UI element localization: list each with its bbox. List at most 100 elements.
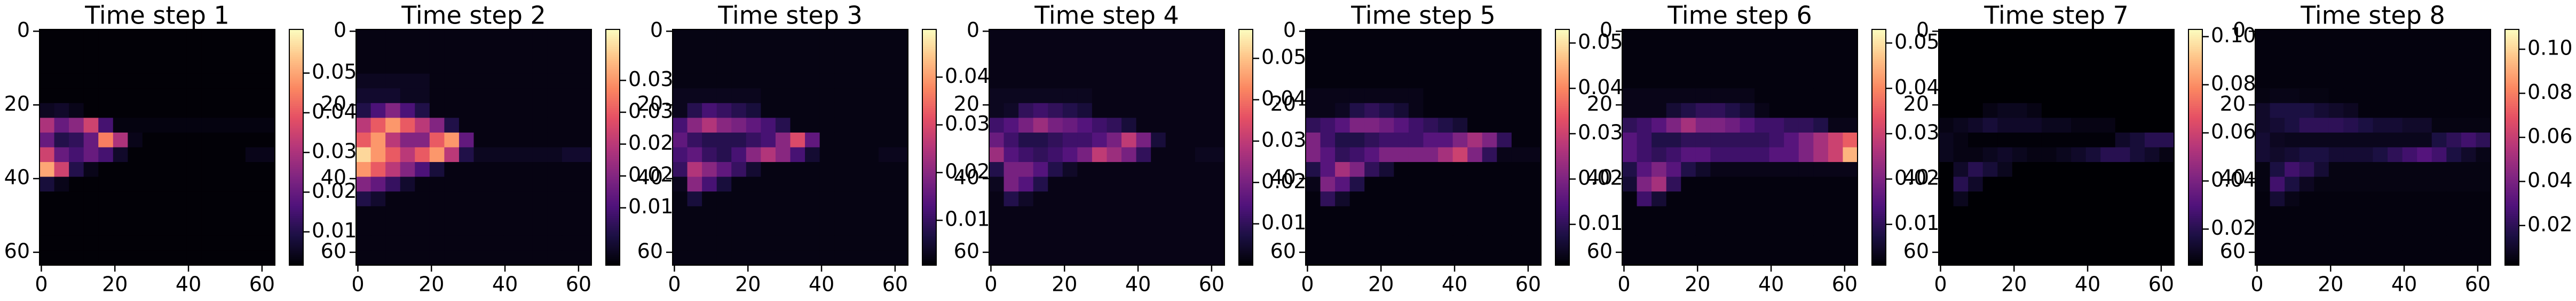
colorbar-segment xyxy=(922,167,936,169)
heatmap-cell xyxy=(576,73,592,89)
heatmap-cell xyxy=(864,191,879,207)
colorbar-segment xyxy=(2188,202,2202,205)
heatmap-cell xyxy=(1828,118,1843,133)
colorbar-segment xyxy=(2505,59,2519,61)
heatmap-cell xyxy=(201,147,217,163)
colorbar-segment xyxy=(1239,39,1253,42)
heatmap-cell xyxy=(2100,176,2116,192)
heatmap-cell xyxy=(547,235,563,251)
heatmap-cell xyxy=(2343,191,2359,207)
heatmap-cell xyxy=(1335,147,1350,163)
heatmap-cell xyxy=(1637,59,1652,74)
heatmap-cell xyxy=(429,88,445,104)
heatmap-cell xyxy=(429,206,445,221)
heatmap-cell xyxy=(1438,235,1453,251)
heatmap-cell xyxy=(201,206,217,221)
heatmap-cell xyxy=(2056,73,2072,89)
colorbar-segment xyxy=(606,59,620,61)
heatmap-cell xyxy=(1195,176,1210,192)
heatmap-cell xyxy=(69,162,84,177)
colorbar-segment xyxy=(922,129,936,132)
heatmap-cell xyxy=(2012,103,2027,118)
heatmap-cell xyxy=(1107,73,1122,89)
colorbar-segment xyxy=(1555,74,1569,77)
heatmap-cell xyxy=(1953,191,1969,207)
heatmap-cell xyxy=(459,73,474,89)
heatmap-cell xyxy=(864,176,879,192)
colorbar-frame xyxy=(289,29,304,266)
colorbar-segment xyxy=(1239,121,1253,124)
heatmap-cell xyxy=(370,88,386,104)
heatmap-cell xyxy=(1195,73,1210,89)
heatmap-cell xyxy=(370,206,386,221)
heatmap-cell xyxy=(1725,103,1740,118)
colorbar-segment xyxy=(1555,194,1569,197)
heatmap-cell xyxy=(1077,221,1093,236)
heatmap-cell xyxy=(186,59,202,74)
heatmap-cell xyxy=(2446,147,2462,163)
heatmap-cell xyxy=(473,147,489,163)
heatmap-cell xyxy=(69,147,84,163)
y-tick-label: 40 xyxy=(637,166,663,189)
colorbar-segment xyxy=(2188,200,2202,203)
heatmap-cell xyxy=(2100,29,2116,45)
heatmap-cell xyxy=(400,132,415,148)
heatmap-cell xyxy=(1320,147,1336,163)
colorbar-segment xyxy=(1555,143,1569,146)
heatmap-cell xyxy=(562,191,577,207)
heatmap-cell xyxy=(98,206,114,221)
heatmap-cell xyxy=(2012,44,2027,59)
colorbar-segment xyxy=(2188,173,2202,175)
heatmap-cell xyxy=(2461,103,2476,118)
heatmap-cell xyxy=(702,132,717,148)
heatmap-cell xyxy=(1681,162,1696,177)
colorbar-segment xyxy=(1239,218,1253,221)
colorbar-segment xyxy=(1239,188,1253,191)
heatmap-cell xyxy=(2343,88,2359,104)
heatmap-cell xyxy=(459,191,474,207)
heatmap-cell xyxy=(746,250,761,266)
heatmap-cell xyxy=(1526,59,1542,74)
heatmap-cell xyxy=(2144,235,2160,251)
heatmap-cell xyxy=(790,221,805,236)
heatmap-cell xyxy=(1349,235,1365,251)
heatmap-cell xyxy=(518,44,533,59)
heatmap-cell xyxy=(1077,59,1093,74)
heatmap-cell xyxy=(201,88,217,104)
heatmap-cell xyxy=(1121,118,1137,133)
colorbar-segment xyxy=(922,226,936,228)
colorbar-segment xyxy=(1239,43,1253,45)
heatmap-cell xyxy=(805,206,820,221)
heatmap-cell xyxy=(1843,44,1858,59)
heatmap-cell xyxy=(2373,88,2388,104)
heatmap-cell xyxy=(488,118,504,133)
colorbar-tick-label: 0.02 xyxy=(628,131,674,155)
heatmap-cell xyxy=(2476,88,2491,104)
heatmap-cell xyxy=(1725,250,1740,266)
heatmap-cell xyxy=(1939,118,1954,133)
heatmap-cell xyxy=(1180,29,1196,45)
colorbar-segment xyxy=(606,110,620,112)
heatmap-cell xyxy=(1666,59,1681,74)
heatmap-cell xyxy=(2115,103,2130,118)
heatmap-cell xyxy=(1062,250,1078,266)
heatmap-cell xyxy=(1784,59,1799,74)
colorbar-segment xyxy=(1239,237,1253,240)
heatmap-cell xyxy=(1077,147,1093,163)
heatmap-cell xyxy=(1107,147,1122,163)
colorbar-segment xyxy=(606,212,620,215)
heatmap-cell xyxy=(172,132,187,148)
heatmap-cell xyxy=(673,147,688,163)
heatmap-cell xyxy=(1195,162,1210,177)
colorbar-segment xyxy=(2188,263,2202,266)
heatmap-cell xyxy=(245,206,260,221)
heatmap-cell xyxy=(1622,221,1638,236)
y-tick-label: 40 xyxy=(1270,166,1296,189)
colorbar-tick-label: 0.06 xyxy=(2211,120,2256,143)
heatmap-cell xyxy=(532,235,548,251)
heatmap-cell xyxy=(673,235,688,251)
colorbar-segment xyxy=(1239,151,1253,154)
heatmap-cell xyxy=(2159,162,2175,177)
colorbar-segment xyxy=(2188,51,2202,53)
colorbar-segment xyxy=(1872,114,1886,117)
